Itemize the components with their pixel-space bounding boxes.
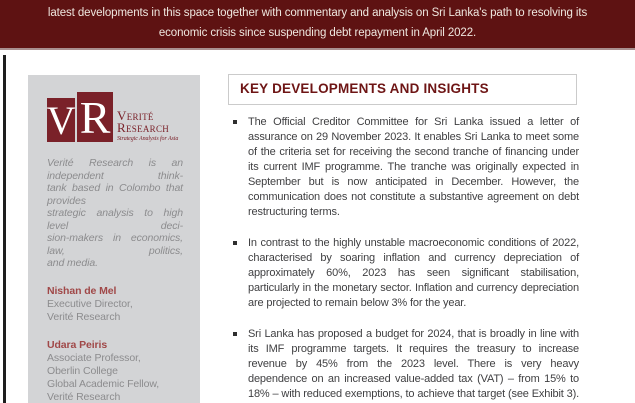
logo-v-block: V: [46, 97, 76, 143]
logo-name-line-2: Research: [117, 120, 170, 135]
about-line: and media.: [47, 257, 98, 269]
page-edge-strip: [3, 55, 6, 403]
main-content: KEY DEVELOPMENTS AND INSIGHTS The Offici…: [228, 74, 580, 403]
bullet-text: In contrast to the highly unstable macro…: [248, 237, 579, 309]
bullet-square-icon: [233, 241, 237, 245]
bullet-square-icon: [233, 332, 237, 336]
logo-monogram: V R: [46, 92, 113, 143]
person-role: Oberlin College: [47, 364, 118, 377]
section-heading: KEY DEVELOPMENTS AND INSIGHTS: [240, 81, 489, 96]
about-line: sion-makers in economics, law, politics,: [47, 232, 183, 257]
person-role: Verité Research: [47, 310, 121, 323]
banner-line-2: economic crisis since suspending debt re…: [158, 27, 477, 39]
bullet-item: In contrast to the highly unstable macro…: [228, 236, 580, 311]
intro-banner: latest developments in this space togeth…: [0, 0, 635, 50]
bullet-text: The Official Creditor Committee for Sri …: [248, 116, 579, 218]
section-heading-box: KEY DEVELOPMENTS AND INSIGHTS: [228, 74, 577, 105]
bullet-square-icon: [233, 120, 237, 124]
bullet-text: Sri Lanka has proposed a budget for 2024…: [248, 328, 579, 400]
person-name: Udara Peiris: [47, 338, 108, 351]
banner-line-1: latest developments in this space togeth…: [47, 7, 588, 19]
person-name: Nishan de Mel: [47, 284, 117, 297]
person-role: Executive Director,: [47, 297, 133, 310]
logo-tagline: Strategic Analysis for Asia: [117, 136, 179, 142]
about-blurb: Verité Research is an independent think-…: [47, 157, 183, 270]
person-entry: Udara Peiris Associate Professor, Oberli…: [47, 339, 183, 403]
person-role: Global Academic Fellow,: [47, 377, 160, 390]
sidebar: V R Verité Research Strategic Analysis f…: [28, 75, 200, 403]
logo-name-line-1: Verité: [117, 108, 154, 123]
logo-wordmark: Verité Research Strategic Analysis for A…: [117, 108, 179, 142]
about-line: Verité Research is an independent think-: [47, 157, 183, 182]
about-line: strategic analysis to high level deci-: [47, 207, 183, 232]
verite-research-logo: V R Verité Research Strategic Analysis f…: [46, 92, 183, 143]
person-role: Verité Research: [47, 390, 121, 403]
bullet-item: Sri Lanka has proposed a budget for 2024…: [228, 327, 580, 403]
person-entry: Nishan de Mel Executive Director, Verité…: [47, 285, 183, 324]
bullet-list: The Official Creditor Committee for Sri …: [228, 115, 580, 403]
bullet-item: The Official Creditor Committee for Sri …: [228, 115, 580, 220]
logo-r-block: R: [77, 92, 113, 143]
person-role: Associate Professor,: [47, 351, 141, 364]
about-line: tank based in Colombo that provides: [47, 182, 183, 207]
